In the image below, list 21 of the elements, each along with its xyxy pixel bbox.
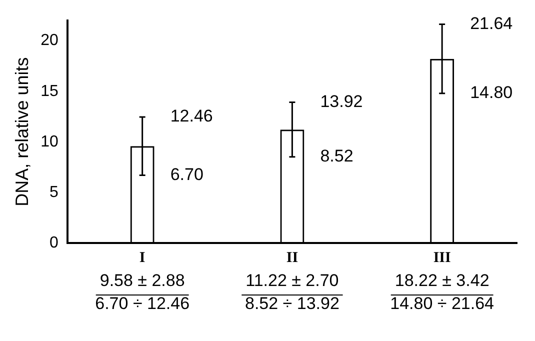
annotation: 14.80	[470, 83, 513, 102]
x-tick-label: I	[139, 250, 146, 266]
text: 9.58 ± 2.88	[100, 271, 185, 290]
text: 11.22 ± 2.70	[246, 271, 339, 290]
annotation: 6.70	[170, 164, 204, 184]
annotation: 21.64	[470, 14, 513, 33]
y-tick-label: 0	[49, 234, 58, 252]
y-axis-title: DNA, relative units	[12, 57, 32, 206]
text: 14.80 ÷ 21.64	[390, 294, 494, 314]
text: 8.52 ÷ 13.92	[244, 294, 340, 314]
y-tick-label: 15	[40, 82, 58, 100]
x-tick-label: III	[433, 250, 451, 266]
text: 18.22 ± 3.42	[394, 271, 490, 290]
annotation: 12.46	[170, 106, 213, 126]
y-tick-label: 10	[40, 133, 58, 150]
y-tick-label: 5	[49, 184, 58, 201]
annotation: 8.52	[320, 146, 354, 166]
text: 6.70 ÷ 12.46	[95, 294, 190, 314]
annotation: 13.92	[320, 92, 363, 111]
y-tick-label: 20	[40, 32, 58, 50]
x-tick-label: II	[286, 250, 298, 266]
